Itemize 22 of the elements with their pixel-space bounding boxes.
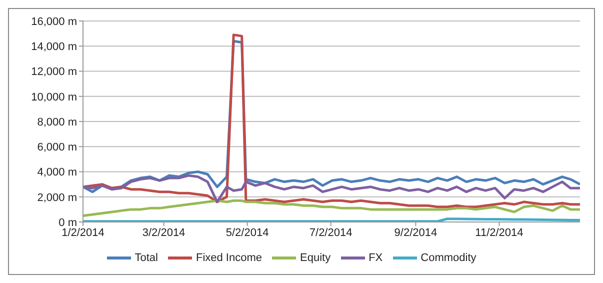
y-tick-label: 8,000 m [37,116,77,128]
legend-label: Fixed Income [196,252,262,264]
y-tick-label: 6,000 m [37,142,77,154]
x-tick-label: 7/2/2014 [309,226,352,239]
line-series [83,174,580,204]
x-tick-label: 3/2/2014 [142,226,186,239]
x-tick-label: 9/2/2014 [394,226,438,239]
y-tick-label: 12,000 m [31,66,77,78]
y-tick-label: 4,000 m [37,166,77,179]
x-tick-label: 5/2/2014 [226,226,269,239]
y-tick-label: 0 m [58,216,77,229]
legend-label: Equity [300,252,331,264]
legend-label: Total [134,252,158,264]
y-tick-label: 10,000 m [31,91,77,104]
y-tick-label: 16,000 m [31,16,77,28]
x-tick-label: 11/2/2014 [475,226,524,239]
legend-label: FX [368,252,383,264]
legend-label: Commodity [420,252,476,264]
x-tick-label: 1/2/2014 [62,226,104,239]
y-tick-label: 2,000 m [37,192,77,204]
line-series [83,199,580,217]
y-tick-label: 14,000 m [31,41,77,54]
